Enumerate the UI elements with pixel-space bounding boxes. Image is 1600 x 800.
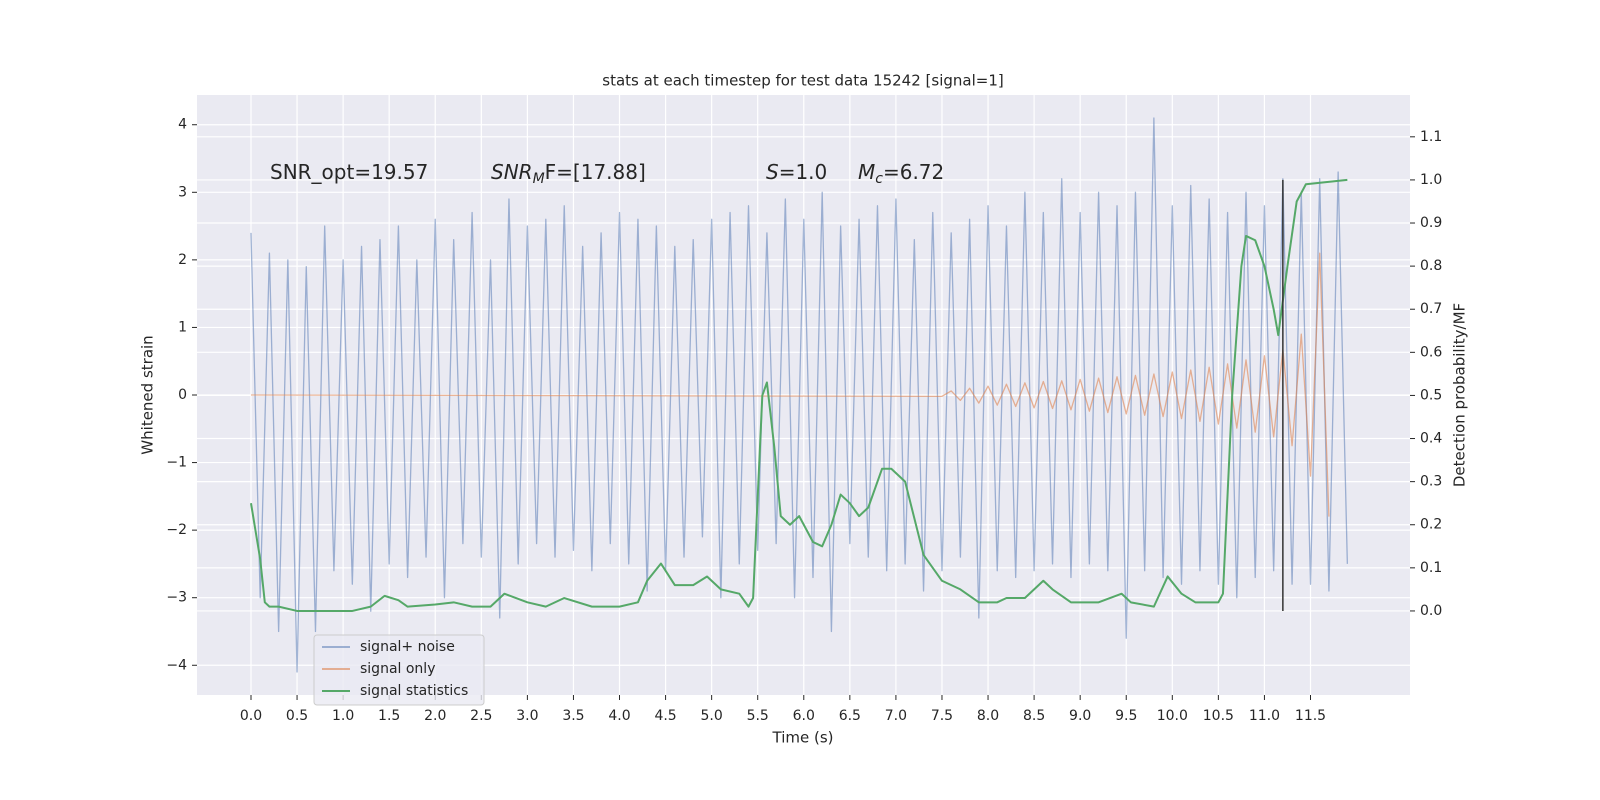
x-tick-label: 11.0 [1249, 708, 1280, 724]
y2-tick-label: 0.1 [1420, 560, 1442, 576]
y-tick-label: −3 [166, 590, 187, 606]
y2-tick-label: 1.0 [1420, 172, 1442, 188]
y2-tick-label: 0.9 [1420, 215, 1442, 231]
annotation: Mc=6.72 [858, 160, 944, 188]
x-tick-label: 2.0 [424, 708, 446, 724]
chart-title: stats at each timestep for test data 152… [602, 72, 1003, 90]
y2-tick-label: 0.7 [1420, 301, 1442, 317]
x-tick-label: 1.5 [378, 708, 400, 724]
annotation-base: SNR [491, 160, 533, 184]
annotation-base: S [766, 160, 779, 184]
x-axis-label: Time (s) [772, 729, 834, 747]
x-tick-label: 3.0 [516, 708, 538, 724]
x-tick-label: 9.0 [1069, 708, 1091, 724]
y-tick-label: −4 [166, 657, 187, 673]
x-tick-label: 8.0 [977, 708, 999, 724]
y-tick-label: 0 [178, 387, 187, 403]
legend-label: signal+ noise [360, 639, 455, 655]
legend-label: signal only [360, 661, 435, 677]
y-tick-label: 4 [178, 117, 187, 133]
y2-tick-label: 0.5 [1420, 387, 1442, 403]
y2-tick-label: 0.8 [1420, 258, 1442, 274]
series-line [250, 178, 1348, 612]
x-tick-label: 3.5 [562, 708, 584, 724]
y2-axis-label: Detection probability/MF [1451, 303, 1469, 487]
y-tick-label: 1 [178, 319, 187, 335]
x-tick-label: 10.0 [1157, 708, 1188, 724]
x-tick-label: 0.0 [240, 708, 262, 724]
x-tick-label: 10.5 [1203, 708, 1234, 724]
y2-tick-label: 0.6 [1420, 344, 1442, 360]
x-tick-label: 6.0 [793, 708, 815, 724]
y2-tick-label: 0.2 [1420, 517, 1442, 533]
y2-tick-label: 0.4 [1420, 431, 1442, 447]
x-tick-label: 4.0 [608, 708, 630, 724]
annotation-base: SNR_opt=19.57 [270, 160, 428, 184]
x-tick-label: 5.5 [747, 708, 769, 724]
x-tick-label: 5.0 [701, 708, 723, 724]
legend: signal+ noise signal only signal statistic… [313, 634, 485, 706]
y-axis-label: Whitened strain [139, 335, 157, 454]
x-tick-label: 1.0 [332, 708, 354, 724]
legend-box [313, 634, 485, 706]
annotation-tail: =1.0 [779, 160, 828, 184]
y-tick-label: 3 [178, 184, 187, 200]
y-tick-label: 2 [178, 252, 187, 268]
annotation-base: M [858, 160, 875, 184]
x-tick-label: 4.5 [654, 708, 676, 724]
annotation-tail: =6.72 [883, 160, 944, 184]
series-line [250, 117, 1348, 673]
y2-tick-label: 1.1 [1420, 129, 1442, 145]
y2-tick-label: 0.0 [1420, 603, 1442, 619]
x-tick-label: 7.5 [931, 708, 953, 724]
x-tick-label: 2.5 [470, 708, 492, 724]
x-tick-label: 7.0 [885, 708, 907, 724]
x-tick-label: 6.5 [839, 708, 861, 724]
legend-label: signal statistics [360, 683, 468, 699]
annotation-sub: M [533, 171, 545, 187]
x-tick-label: 9.5 [1115, 708, 1137, 724]
x-tick-label: 11.5 [1295, 708, 1326, 724]
annotation: S=1.0 [766, 160, 827, 184]
annotation: SNRMF=[17.88] [491, 160, 646, 188]
x-tick-label: 8.5 [1023, 708, 1045, 724]
annotation: SNR_opt=19.57 [270, 160, 428, 184]
y2-tick-label: 0.3 [1420, 474, 1442, 490]
series-line [250, 252, 1330, 517]
marks [250, 117, 1348, 673]
y-tick-label: −2 [166, 522, 187, 538]
x-tick-label: 0.5 [286, 708, 308, 724]
y-tick-label: −1 [166, 455, 187, 471]
annotation-sub: c [875, 171, 883, 187]
annotation-tail: F=[17.88] [545, 160, 646, 184]
